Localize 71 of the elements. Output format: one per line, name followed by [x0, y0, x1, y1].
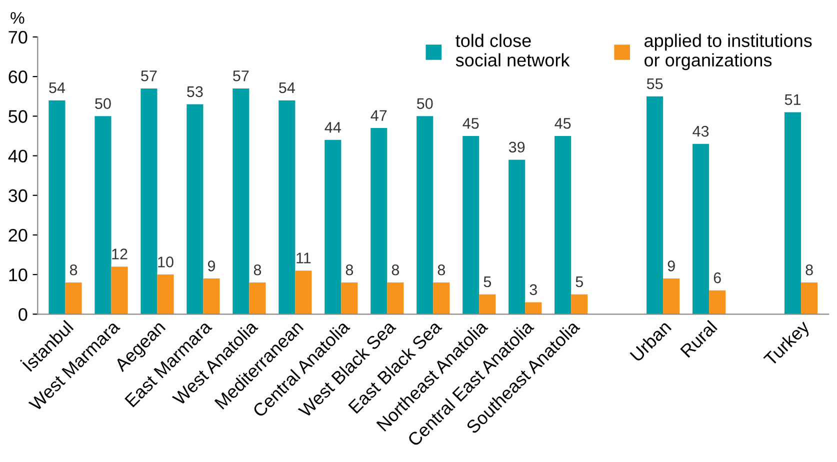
- bar: [646, 96, 664, 314]
- bar: [571, 294, 588, 314]
- data-label: 54: [49, 82, 66, 94]
- data-label: 3: [530, 284, 537, 296]
- bar: [387, 282, 404, 314]
- data-label: 8: [70, 264, 78, 276]
- data-label: 6: [714, 272, 721, 284]
- legend-label: told close social network: [456, 34, 570, 67]
- bar: [249, 282, 266, 314]
- bar: [186, 104, 204, 314]
- bar: [94, 116, 112, 314]
- data-label: 11: [296, 252, 311, 264]
- bar: [341, 282, 358, 314]
- data-label: 39: [508, 142, 525, 153]
- bar: [278, 100, 296, 314]
- y-tick-label: 30: [8, 189, 28, 202]
- data-label: 45: [554, 118, 571, 129]
- data-label: 9: [668, 260, 675, 272]
- bar: [508, 160, 526, 314]
- bar: [140, 88, 158, 314]
- data-label: 47: [370, 110, 387, 121]
- bar: [663, 278, 680, 314]
- data-label: 9: [208, 260, 216, 272]
- y-tick-label: 40: [8, 150, 28, 162]
- data-label: 5: [576, 276, 583, 288]
- bar: [295, 270, 312, 314]
- bar: [525, 302, 542, 314]
- data-label: 8: [254, 264, 262, 276]
- bar: [65, 282, 82, 314]
- bar: [554, 136, 572, 314]
- y-tick-label: 20: [8, 228, 28, 242]
- bar: [48, 100, 66, 314]
- bar: [324, 140, 342, 314]
- bar: [479, 294, 496, 314]
- data-label: 51: [784, 94, 801, 106]
- bar: [433, 282, 450, 314]
- bar: [462, 136, 480, 314]
- y-tick-label: 10: [9, 268, 28, 282]
- bar: [111, 266, 128, 314]
- data-label: 57: [141, 70, 157, 82]
- data-label: 12: [112, 248, 128, 260]
- data-label: 50: [95, 98, 111, 109]
- data-label: 54: [279, 82, 295, 94]
- data-label: 45: [462, 118, 479, 129]
- data-label: 57: [233, 70, 249, 82]
- data-label: 8: [346, 264, 354, 276]
- y-tick-label: 60: [8, 70, 28, 84]
- bar: [232, 88, 250, 314]
- bar: [370, 128, 388, 314]
- y-tick-label: 50: [8, 110, 28, 123]
- bar: [784, 112, 802, 314]
- data-label: 8: [806, 264, 813, 276]
- data-label: 8: [392, 264, 400, 276]
- y-tick-label: 0: [18, 308, 28, 321]
- data-label: 44: [324, 122, 341, 133]
- data-label: 50: [416, 98, 433, 109]
- bar: [203, 278, 220, 314]
- bar: [801, 282, 818, 314]
- bar: [416, 116, 434, 314]
- bar: [157, 274, 174, 314]
- data-label: 43: [692, 126, 709, 137]
- y-axis-title: %: [10, 12, 24, 24]
- legend-label: applied to institutions or organizations: [644, 34, 812, 70]
- data-label: 55: [646, 78, 663, 90]
- data-label: 8: [438, 264, 446, 276]
- bar: [709, 290, 726, 314]
- data-label: 5: [484, 276, 492, 288]
- bar: [692, 144, 710, 314]
- data-label: 10: [158, 256, 174, 268]
- data-label: 53: [187, 86, 203, 98]
- y-tick-label: 70: [8, 30, 28, 44]
